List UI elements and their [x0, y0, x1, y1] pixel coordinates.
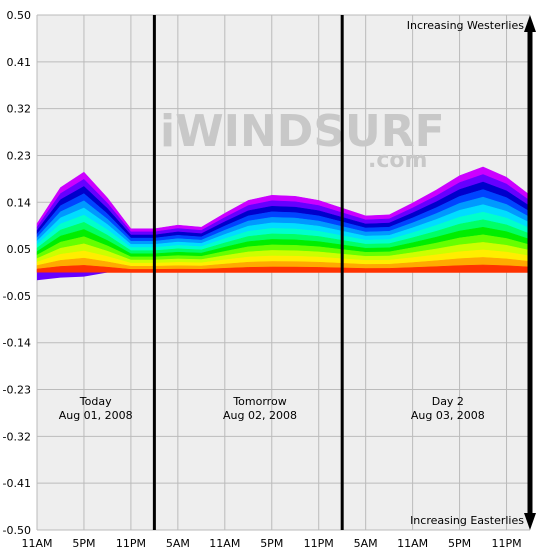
y-tick-label: -0.32 [3, 430, 31, 443]
direction-arrow [524, 15, 536, 530]
y-tick-label: -0.23 [3, 384, 31, 397]
y-tick-label: -0.05 [3, 290, 31, 303]
day-date: Aug 01, 2008 [59, 409, 133, 422]
annotation-easterlies: Increasing Easterlies [410, 514, 524, 527]
y-tick-label: 0.32 [7, 103, 32, 116]
day-name: Today [79, 395, 112, 408]
x-tick-label: 11AM [397, 537, 428, 550]
day-dividers [152, 15, 344, 530]
x-tick-label: 5PM [72, 537, 95, 550]
day-name: Tomorrow [232, 395, 286, 408]
x-tick-label: 11PM [116, 537, 146, 550]
x-tick-label: 5AM [354, 537, 378, 550]
y-tick-label: -0.50 [3, 524, 31, 537]
y-tick-label: -0.41 [3, 477, 31, 490]
watermark-main: iWINDSURF [160, 106, 445, 157]
y-tick-label: 0.41 [7, 56, 32, 69]
day-date: Aug 03, 2008 [411, 409, 485, 422]
y-tick-label: 0.50 [7, 9, 32, 22]
arrow-up-icon [524, 15, 536, 32]
wind-bands [36, 166, 531, 281]
x-tick-label: 5AM [166, 537, 190, 550]
y-axis-ticks: 0.50 0.41 0.32 0.23 0.14 0.05 -0.05 -0.14 -0.23 -… [3, 9, 31, 537]
x-tick-label: 11PM [491, 537, 521, 550]
day-date: Aug 02, 2008 [223, 409, 297, 422]
x-tick-label: 11AM [209, 537, 240, 550]
y-tick-label: 0.23 [7, 149, 32, 162]
x-axis-ticks: 11AM 5PM 11PM 5AM 11AM 5PM 11PM 5AM 11AM 5PM 11PM [21, 537, 521, 550]
y-tick-label: 0.05 [7, 243, 32, 256]
x-tick-label: 11PM [304, 537, 334, 550]
x-tick-label: 5PM [448, 537, 471, 550]
x-tick-label: 11AM [21, 537, 52, 550]
wind-band-negative [37, 272, 530, 281]
y-tick-label: -0.14 [3, 337, 31, 350]
day-name: Day 2 [432, 395, 464, 408]
annotation-westerlies: Increasing Westerlies [407, 19, 525, 32]
watermark-logo: iWINDSURF .com [160, 106, 445, 173]
y-tick-label: 0.14 [7, 196, 32, 209]
x-tick-label: 5PM [260, 537, 283, 550]
arrow-down-icon [524, 513, 536, 530]
watermark-sub: .com [368, 148, 427, 173]
